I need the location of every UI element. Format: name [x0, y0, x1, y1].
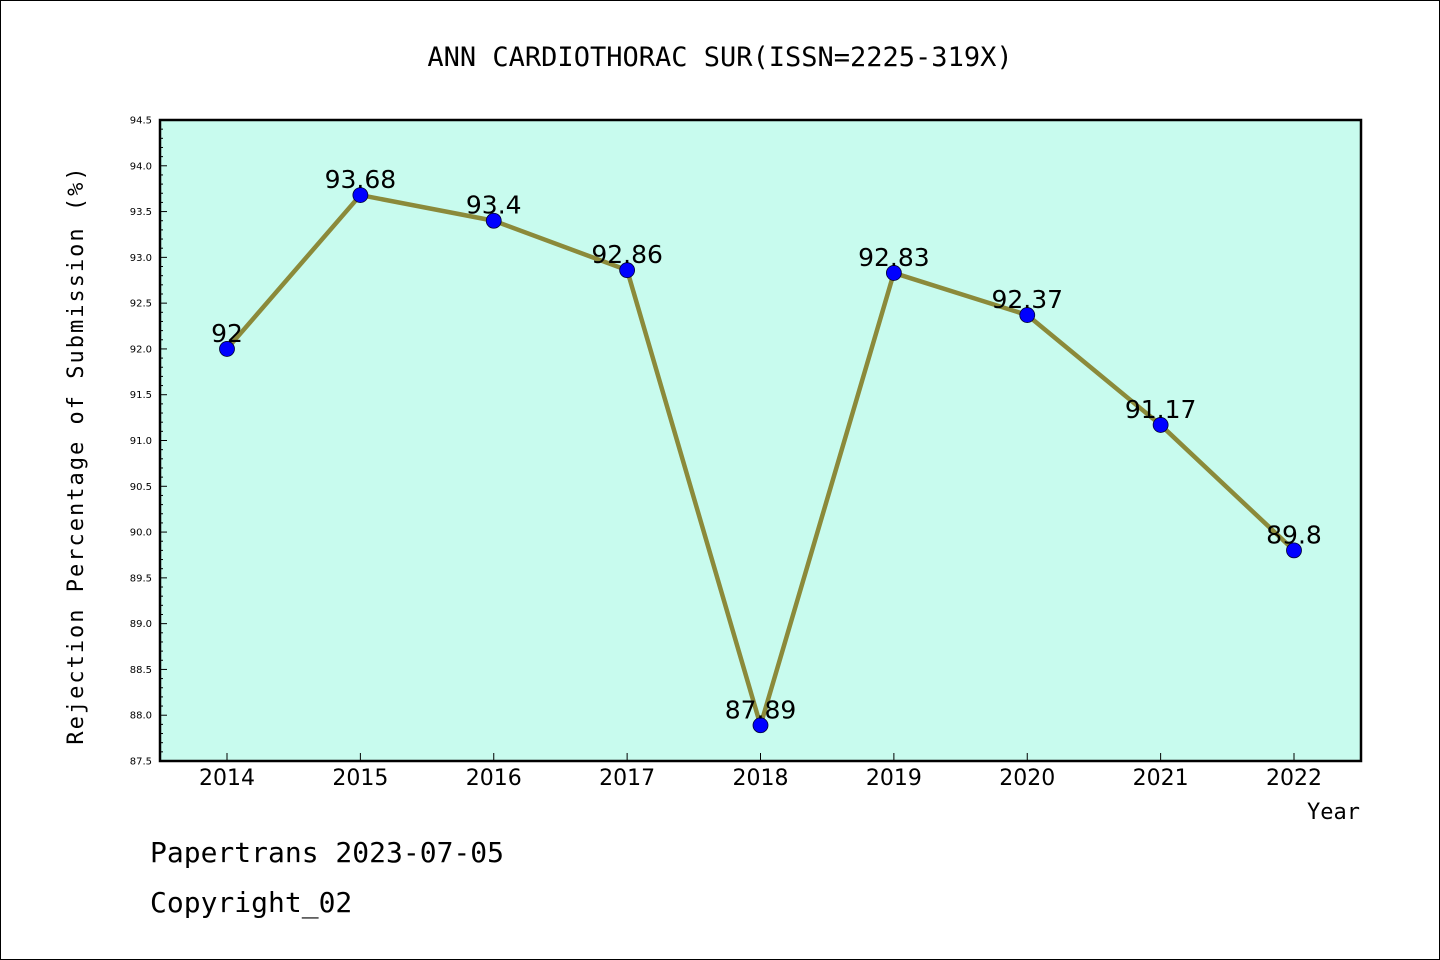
x-tick-label: 2017 [599, 766, 655, 791]
y-tick-label: 89.5 [130, 573, 152, 584]
y-tick-labels: 87.5 88.0 88.5 89.0 89.5 90.0 90.5 91.0 91.5 92.0… [130, 116, 152, 768]
data-point [885, 265, 902, 281]
data-point [1286, 542, 1302, 559]
data-point [352, 187, 369, 203]
y-tick-label: 91.0 [130, 436, 152, 447]
x-tick-label: 2014 [199, 766, 255, 791]
data-point [752, 717, 769, 734]
x-tick-label: 2018 [733, 766, 789, 791]
data-label: 92 [211, 319, 243, 348]
x-tick-labels: 2014 2015 2016 2017 2018 2019 2020 2021 2022 [199, 766, 1322, 791]
chart-title: ANN CARDIOTHORAC SUR(ISSN=2225-319X) [427, 42, 1012, 73]
data-point [485, 212, 502, 229]
y-axis-label: Rejection Percentage of Submission (%) [64, 165, 89, 744]
x-tick-label: 2022 [1266, 766, 1322, 791]
y-tick-label: 88.5 [130, 665, 152, 676]
x-tick-label: 2019 [866, 766, 922, 791]
data-point [619, 262, 636, 279]
data-label: 92.83 [858, 243, 930, 272]
y-tick-label: 94.0 [130, 161, 152, 172]
y-tick-label: 90.0 [130, 528, 152, 539]
data-label: 92.37 [991, 285, 1063, 314]
data-label: 89.8 [1266, 520, 1322, 549]
data-label: 87.89 [725, 695, 797, 724]
y-tick-label: 92.5 [130, 299, 152, 310]
y-tick-label: 88.0 [130, 711, 152, 722]
x-tick-label: 2016 [466, 766, 522, 791]
data-point [1152, 417, 1169, 433]
y-tick-label: 92.0 [130, 344, 152, 355]
x-tick-label: 2020 [999, 766, 1055, 791]
y-tick-label: 87.5 [130, 757, 152, 768]
x-tick-label: 2021 [1133, 766, 1189, 791]
data-point [219, 341, 235, 357]
footer-date-text: Papertrans 2023-07-05 [150, 836, 505, 869]
series-layer: 92 93.68 93.4 92.86 87.89 92.83 92.37 91.17 89.8 [211, 165, 1322, 734]
y-tick-label: 90.5 [130, 482, 152, 493]
data-point [1019, 307, 1036, 323]
y-tick-label: 91.5 [130, 390, 152, 401]
y-tick-label: 89.0 [130, 619, 152, 630]
y-tick-label: 93.5 [130, 207, 152, 218]
y-tick-label: 93.0 [130, 253, 152, 264]
x-axis-label: Year [1307, 800, 1360, 825]
x-tick-label: 2015 [332, 766, 388, 791]
data-label: 92.86 [591, 240, 663, 269]
data-label: 91.17 [1125, 395, 1197, 424]
plot-area [160, 120, 1361, 761]
footer-copyright-text: Copyright_02 [150, 886, 353, 919]
y-tick-label: 94.5 [130, 116, 152, 127]
data-label: 93.4 [466, 191, 522, 220]
plot-border [158, 118, 1363, 763]
data-label: 93.68 [325, 165, 397, 194]
